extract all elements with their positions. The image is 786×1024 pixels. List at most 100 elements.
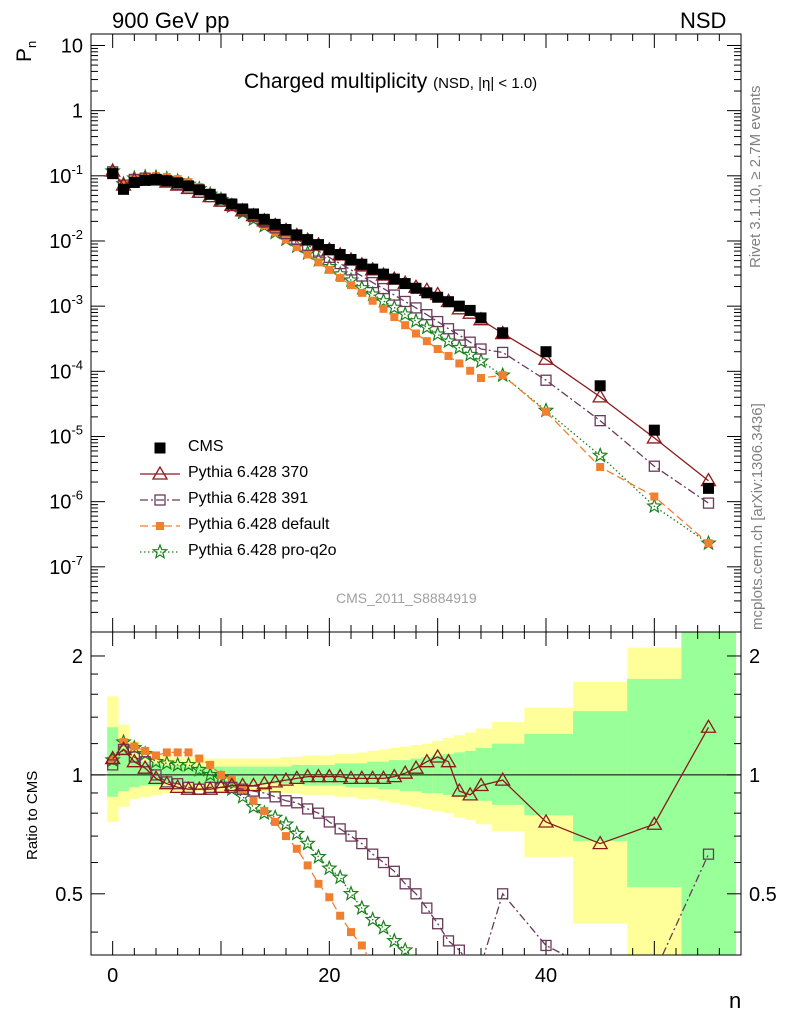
pdefault-ratio-point (206, 760, 215, 769)
ratio-band-inner (172, 764, 184, 784)
p370-ratio-point (169, 779, 186, 793)
legend-marker (151, 465, 169, 480)
ratio-y-tick-label: 1 (72, 765, 83, 787)
pq2o-ratio-point (396, 941, 414, 955)
p391-ratio-point (399, 878, 411, 890)
y-tick-label: 10-1 (49, 162, 83, 188)
p370-ratio-point (115, 741, 132, 756)
pq2o-ratio-point (158, 754, 176, 771)
cms-point (388, 273, 400, 285)
pdefault-ratio-point (357, 941, 366, 950)
x-tick-label: 40 (535, 965, 557, 987)
p370-ratio-point (212, 779, 230, 793)
cms-point (118, 183, 129, 195)
pdefault-point (379, 304, 388, 313)
p370-ratio-point (299, 768, 316, 783)
p391-ratio-point (172, 778, 184, 790)
p370-ratio-point (158, 775, 175, 790)
header-right: NSD (680, 8, 727, 33)
p370-ratio-point (700, 718, 717, 733)
pdefault-point (596, 463, 605, 472)
legend-swatch (140, 522, 180, 530)
pdefault-point (412, 329, 420, 338)
p391-point (594, 415, 606, 427)
cms-point (172, 177, 184, 189)
p391-ratio-point (702, 848, 715, 860)
pdefault-ratio-point (314, 879, 323, 888)
y-label-sub: n (24, 40, 40, 48)
pq2o-ratio-point (147, 753, 165, 769)
ratio-y-tick-label: 2 (72, 646, 83, 668)
cms-point (107, 168, 119, 180)
cms-point (248, 208, 259, 220)
series-group (104, 162, 717, 955)
pdefault-point (260, 221, 269, 230)
pq2o-point (472, 352, 490, 369)
pdefault-point (704, 539, 713, 548)
pdefault-ratio-point (141, 746, 150, 755)
ratio-band-inner (573, 711, 628, 842)
pdefault-point (347, 281, 355, 290)
cms-point (280, 224, 292, 236)
pdefault-point (455, 359, 464, 368)
y-tick-label: 10-7 (49, 553, 83, 579)
y-tick-label: 10 (61, 35, 83, 57)
pq2o-ratio-point (126, 739, 143, 755)
p370-ratio-point (180, 780, 197, 795)
pdefault-ratio-point (292, 844, 301, 853)
y-tick-label: 1 (72, 101, 83, 123)
p391-point (377, 282, 390, 295)
cms-point (204, 188, 216, 200)
p391-ratio-point (421, 902, 433, 914)
legend-swatch (140, 543, 180, 560)
cms-point (453, 300, 465, 312)
chart-title-main: Charged multiplicity (244, 70, 428, 93)
pdefault-point (303, 250, 312, 259)
p391-point (432, 315, 444, 328)
p370-ratio-point (277, 771, 295, 786)
pdefault-ratio-point (282, 832, 290, 841)
pdefault-point (282, 235, 290, 244)
ratio-y-tick-label-right: 1 (749, 765, 760, 787)
p391-ratio-point (312, 807, 325, 819)
p391-point (388, 289, 400, 301)
p391-ratio-point (345, 830, 357, 842)
y-tick-exponent: -3 (71, 292, 83, 307)
y-tick-exponent: -4 (71, 357, 83, 372)
cms-point (378, 268, 389, 280)
pdefault-point (466, 366, 475, 375)
p391-point (356, 270, 368, 282)
ratio-y-tick-label-right: 2 (749, 646, 760, 668)
ratio-series (104, 718, 717, 955)
p370-ratio-point (418, 753, 435, 768)
y-tick-exponent: -1 (71, 162, 83, 177)
pdefault-ratio-point (271, 817, 280, 826)
pdefault-point (650, 492, 659, 501)
pdefault-point (325, 265, 334, 274)
p391-point (464, 336, 476, 348)
cms-point (291, 229, 303, 241)
cms-point (183, 180, 194, 192)
y-tick-exponent: -6 (71, 488, 83, 503)
cms-point (150, 173, 162, 185)
x-tick-label: 0 (107, 965, 118, 987)
p370-ratio-point (462, 786, 479, 801)
p391-point (442, 323, 455, 335)
ratio-band-inner (161, 764, 173, 784)
cms-point (269, 218, 281, 230)
ratio-band-inner (399, 760, 412, 792)
p391-ratio-point (269, 791, 281, 803)
pq2o-ratio-point (191, 761, 208, 777)
pdefault-ratio-point (249, 796, 258, 805)
p370-ratio-point (234, 777, 251, 792)
p370-ratio-point (451, 782, 468, 797)
p370-ratio-point (342, 770, 360, 785)
cms-point (302, 234, 314, 246)
cms-point (237, 203, 249, 215)
ratio-band-inner (681, 632, 737, 955)
pq2o-point (407, 312, 425, 329)
pdefault-ratio-point (130, 742, 139, 751)
cms-point (594, 380, 606, 392)
p391-ratio-point (377, 856, 390, 869)
